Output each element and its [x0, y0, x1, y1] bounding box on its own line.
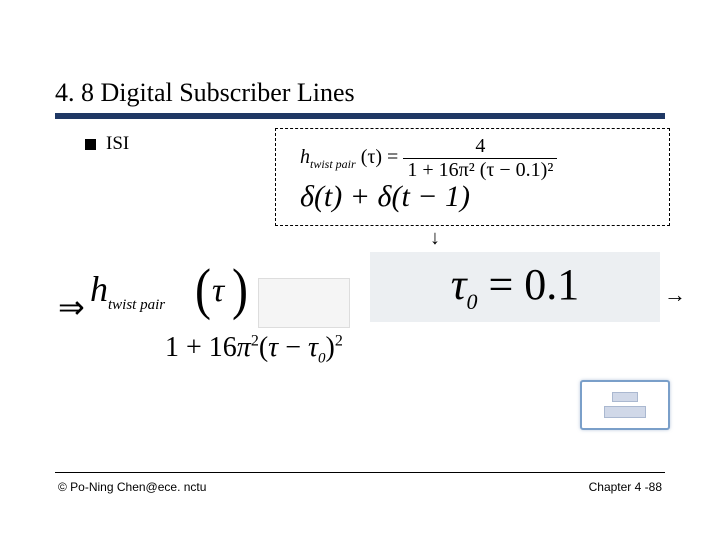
thumb-block-icon: [604, 406, 646, 418]
slide-title: 4. 8 Digital Subscriber Lines: [55, 78, 355, 108]
tau0-text: τ0 = 0.1: [451, 259, 580, 315]
bullet-square-icon: [85, 139, 96, 150]
den-tau: τ: [268, 332, 278, 363]
footer-rule: [55, 472, 665, 473]
slide-thumbnail[interactable]: [580, 380, 670, 430]
title-underline: [55, 113, 665, 119]
den-exp2: 2: [335, 333, 343, 350]
big-h-sub: twist pair: [108, 297, 165, 313]
den-exp1: 2: [251, 333, 259, 350]
den-close: ): [326, 332, 335, 363]
den-tau0-sub: 0: [318, 351, 326, 367]
thumb-block-icon: [612, 392, 638, 402]
bullet-row: ISI: [85, 133, 129, 155]
slide-thumbnail-inner: [582, 382, 668, 428]
big-tau: τ: [212, 272, 224, 310]
eq1-sub: twist pair: [310, 157, 356, 171]
big-paren-right: ): [232, 257, 248, 323]
arrow-right-icon: →: [664, 282, 686, 308]
big-h-sym: h: [90, 269, 108, 309]
eq1-num: 4: [403, 135, 557, 159]
inline-diagram-thumb: [258, 278, 350, 328]
eq1-h: h: [300, 146, 310, 168]
eq1-arg: (τ) =: [361, 146, 399, 168]
big-paren-left: (: [195, 257, 211, 323]
footer-page-number: Chapter 4 -88: [589, 480, 662, 494]
equation-htwist-small: htwist pair (τ) = 4 1 + 16π² (τ − 0.1)²: [300, 135, 557, 182]
big-denominator: 1 + 16π2(τ − τ0)2: [165, 332, 343, 368]
imply-arrow: ⇒: [58, 288, 85, 326]
eq1-den: 1 + 16π² (τ − 0.1)²: [403, 159, 557, 182]
eq1-fraction: 4 1 + 16π² (τ − 0.1)²: [403, 135, 557, 182]
arrow-down-icon: ↓: [430, 227, 440, 250]
slide: 4. 8 Digital Subscriber Lines ISI htwist…: [0, 0, 720, 540]
den-tau0: τ: [308, 332, 318, 363]
bullet-text: ISI: [106, 133, 129, 155]
den-minus: −: [278, 332, 308, 363]
footer-copyright: © Po-Ning Chen@ece. nctu: [58, 480, 206, 494]
den-pi: π: [237, 332, 251, 363]
den-open: (: [259, 332, 268, 363]
tau0-highlight-box: τ0 = 0.1: [370, 252, 660, 322]
den-prefix: 1 + 16: [165, 332, 237, 363]
big-h: htwist pair: [90, 268, 165, 314]
equation-delta: δ(t) + δ(t − 1): [300, 180, 470, 214]
